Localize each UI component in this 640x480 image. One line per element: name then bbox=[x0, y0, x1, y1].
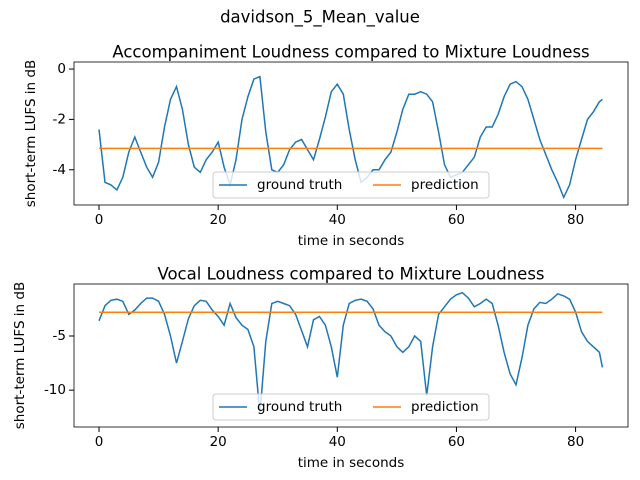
axes-frame bbox=[73, 61, 629, 206]
axes-frame bbox=[73, 283, 629, 428]
legend-box bbox=[212, 393, 490, 421]
x-tick-label: 60 bbox=[448, 434, 465, 450]
axes-title: Accompaniment Loudness compared to Mixtu… bbox=[112, 43, 589, 62]
figure-title: davidson_5_Mean_value bbox=[220, 8, 420, 28]
y-axis-label: short-term LUFS in dB bbox=[12, 282, 28, 429]
x-tick-label: 40 bbox=[329, 212, 346, 228]
x-tick-label: 20 bbox=[210, 434, 227, 450]
legend-label: prediction bbox=[411, 177, 479, 193]
series-line bbox=[98, 75, 603, 200]
y-tick-label: -4 bbox=[53, 162, 66, 178]
x-tick-label: 0 bbox=[95, 212, 104, 228]
legend-label: ground truth bbox=[257, 177, 342, 193]
x-tick-label: 60 bbox=[448, 212, 465, 228]
axes-title: Vocal Loudness compared to Mixture Loudn… bbox=[157, 265, 544, 284]
x-tick-label: 80 bbox=[567, 212, 584, 228]
legend-label: prediction bbox=[411, 399, 479, 415]
y-tick-label: -5 bbox=[53, 328, 66, 344]
series-line bbox=[98, 291, 604, 415]
y-tick-label: 0 bbox=[57, 61, 66, 77]
x-axis-label: time in seconds bbox=[298, 455, 405, 471]
y-tick-label: -2 bbox=[53, 111, 66, 127]
y-tick-label: -10 bbox=[44, 382, 66, 398]
legend-box bbox=[212, 171, 490, 199]
legend-label: ground truth bbox=[257, 399, 342, 415]
x-tick-label: 20 bbox=[210, 212, 227, 228]
y-axis-label: short-term LUFS in dB bbox=[23, 60, 39, 207]
x-tick-label: 80 bbox=[567, 434, 584, 450]
x-tick-label: 40 bbox=[329, 434, 346, 450]
x-tick-label: 0 bbox=[95, 434, 104, 450]
x-axis-label: time in seconds bbox=[298, 233, 405, 249]
